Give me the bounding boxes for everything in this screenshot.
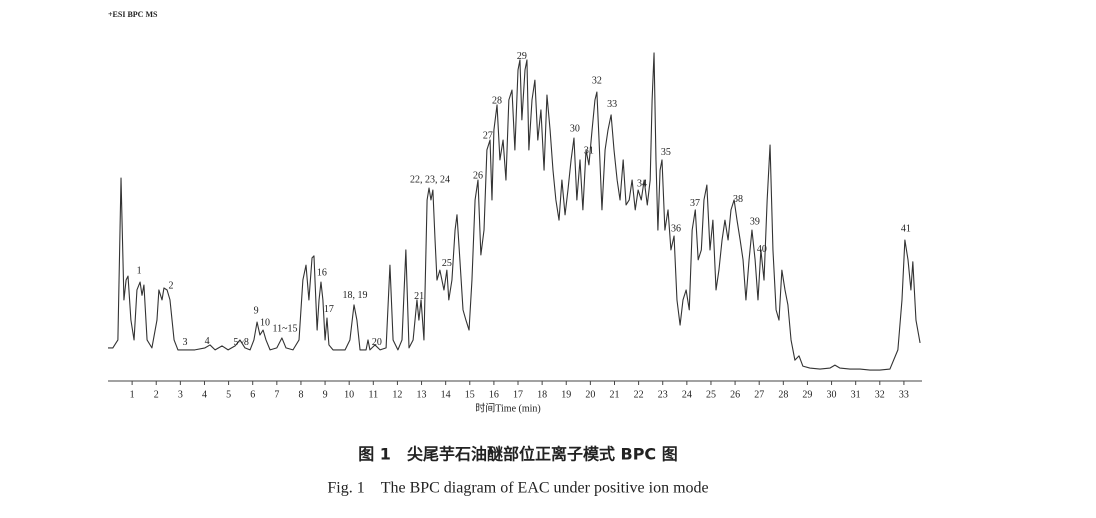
caption-en: Fig. 1 The BPC diagram of EAC under posi… — [327, 480, 708, 497]
x-tick-label: 3 — [178, 389, 183, 400]
peak-label: 38 — [733, 194, 743, 205]
peak-label: 32 — [592, 75, 602, 86]
peak-label: 34 — [637, 178, 647, 189]
peak-label: 2 — [168, 280, 173, 291]
peak-label: 9 — [254, 305, 259, 316]
peak-label: 29 — [517, 51, 527, 62]
peak-label: 31 — [584, 145, 594, 156]
peak-label: 33 — [607, 99, 617, 110]
peak-label: 25 — [442, 258, 452, 269]
peak-label: 35 — [661, 147, 671, 158]
x-tick-label: 16 — [489, 389, 499, 400]
x-tick-label: 26 — [730, 389, 740, 400]
peak-label: 28 — [492, 95, 502, 106]
x-tick-label: 28 — [778, 389, 788, 400]
x-tick-label: 24 — [682, 389, 692, 400]
trace-line — [108, 52, 921, 371]
peak-label: 21 — [414, 291, 424, 302]
peak-label: 17 — [324, 304, 334, 315]
x-tick-label: 29 — [802, 389, 812, 400]
x-tick-label: 33 — [899, 389, 909, 400]
peak-label: 20 — [372, 337, 382, 348]
x-tick-label: 6 — [250, 389, 255, 400]
peak-label: 18, 19 — [342, 290, 367, 301]
peak-label: 16 — [317, 267, 327, 278]
x-axis-label: 时间Time (min) — [475, 401, 540, 414]
x-tick-label: 11 — [368, 389, 378, 400]
peak-label: 5~8 — [233, 337, 248, 348]
x-tick-label: 2 — [154, 389, 159, 400]
peak-label: 4 — [205, 336, 210, 347]
x-tick-label: 10 — [344, 389, 354, 400]
x-tick-label: 30 — [827, 389, 837, 400]
x-tick-label: 13 — [417, 389, 427, 400]
x-tick-label: 22 — [634, 389, 644, 400]
caption-cn: 图 1 尖尾芋石油醚部位正离子模式 BPC 图 — [358, 445, 678, 464]
x-tick-label: 32 — [875, 389, 885, 400]
x-tick-label: 4 — [202, 389, 207, 400]
x-tick-label: 9 — [323, 389, 328, 400]
x-tick-label: 31 — [851, 389, 861, 400]
x-tick-label: 17 — [513, 389, 523, 400]
peak-label: 39 — [750, 216, 760, 227]
peak-label: 27 — [483, 130, 493, 141]
x-tick-label: 27 — [754, 389, 764, 400]
trace-label: +ESI BPC MS — [108, 10, 158, 19]
peak-label: 41 — [901, 223, 911, 234]
x-tick-label: 19 — [561, 389, 571, 400]
peak-label: 30 — [570, 123, 580, 134]
x-tick-label: 1 — [130, 389, 135, 400]
x-tick-label: 25 — [706, 389, 716, 400]
x-tick-label: 15 — [465, 389, 475, 400]
peak-label: 37 — [690, 198, 700, 209]
x-tick-label: 12 — [392, 389, 402, 400]
x-tick-label: 23 — [658, 389, 668, 400]
x-tick-label: 7 — [274, 389, 279, 400]
x-tick-label: 20 — [585, 389, 595, 400]
peak-label: 22, 23, 24 — [410, 174, 450, 185]
x-tick-label: 14 — [441, 389, 451, 400]
peak-label: 3 — [182, 337, 187, 348]
peak-label: 26 — [473, 170, 483, 181]
x-tick-label: 18 — [537, 389, 547, 400]
peak-label: 1 — [137, 265, 142, 276]
peak-label: 10 — [260, 317, 270, 328]
peak-label: 40 — [757, 244, 767, 255]
peak-label: 36 — [671, 223, 681, 234]
x-tick-label: 8 — [298, 389, 303, 400]
x-tick-label: 5 — [226, 389, 231, 400]
x-tick-label: 21 — [609, 389, 619, 400]
peak-label: 11~15 — [273, 323, 298, 334]
